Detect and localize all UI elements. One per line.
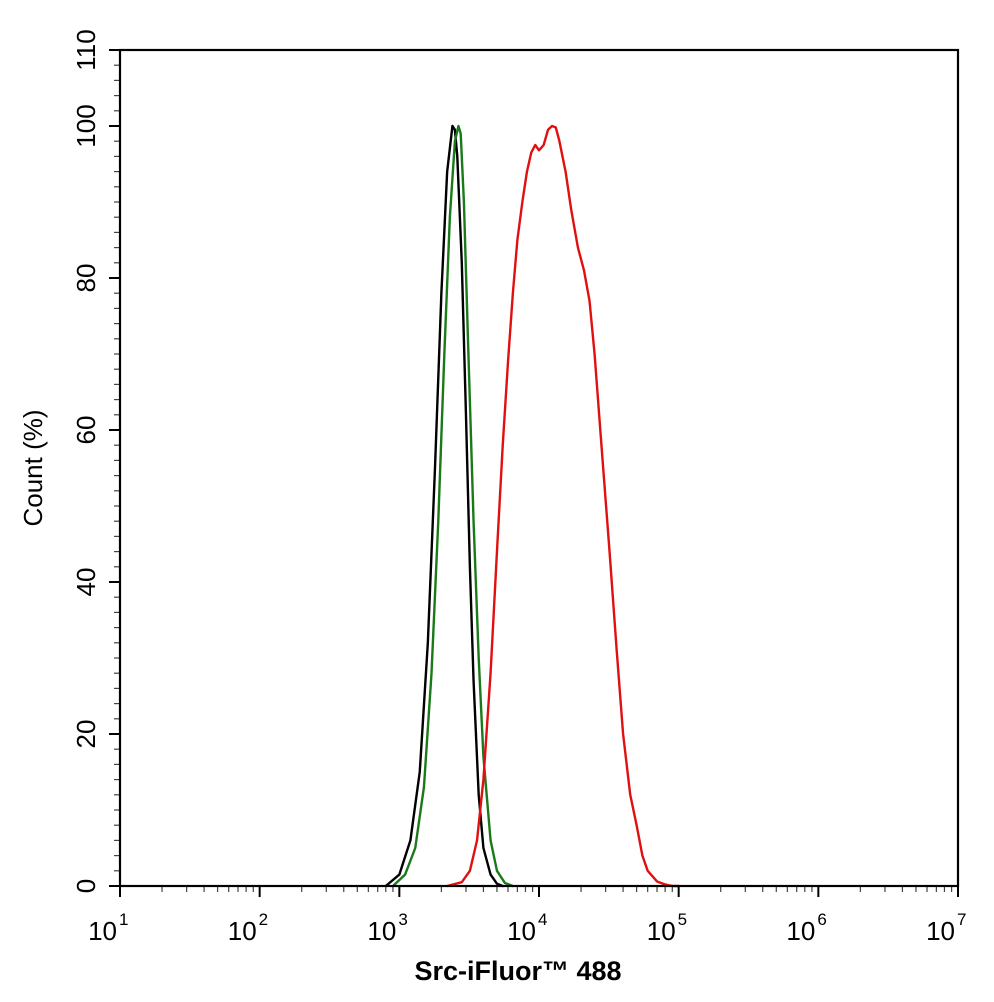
x-tick-label-base-7: 10 bbox=[926, 916, 955, 946]
x-tick-label-base-2: 10 bbox=[228, 916, 257, 946]
y-tick-label-4: 60 bbox=[71, 416, 101, 445]
series-layer bbox=[384, 124, 680, 888]
y-tick-label-2: 20 bbox=[71, 720, 101, 749]
x-tick-label-base-3: 10 bbox=[367, 916, 396, 946]
y-tick-label-6: 100 bbox=[71, 104, 101, 147]
x-tick-label-base-6: 10 bbox=[786, 916, 815, 946]
x-axis-title: Src-iFluor™ 488 bbox=[414, 956, 621, 986]
x-tick-label-exp-1: 1 bbox=[119, 910, 128, 929]
x-tick-label-exp-6: 6 bbox=[817, 910, 826, 929]
x-tick-label-exp-5: 5 bbox=[678, 910, 687, 929]
y-tick-labels: 0 20 40 60 80 100 110 bbox=[71, 29, 101, 893]
x-tick-label-base-1: 10 bbox=[88, 916, 117, 946]
y-tick-label-7: 110 bbox=[71, 29, 101, 70]
y-tick-label-3: 40 bbox=[71, 568, 101, 597]
y-axis-title: Count (%) bbox=[18, 409, 48, 526]
series-line-1 bbox=[384, 124, 504, 888]
x-tick-labels: 10 1 10 2 10 3 10 4 10 5 10 6 10 7 bbox=[88, 910, 966, 946]
series-line-2 bbox=[391, 124, 515, 888]
y-tick-label-1: 0 bbox=[71, 879, 101, 893]
plot-frame bbox=[118, 48, 960, 888]
x-tick-label-base-5: 10 bbox=[647, 916, 676, 946]
x-tick-label-exp-4: 4 bbox=[538, 910, 547, 929]
x-tick-label-exp-7: 7 bbox=[957, 910, 966, 929]
x-tick-label-exp-3: 3 bbox=[398, 910, 407, 929]
series-line-3 bbox=[445, 124, 680, 888]
x-tick-label-base-4: 10 bbox=[507, 916, 536, 946]
x-tick-label-exp-2: 2 bbox=[259, 910, 268, 929]
y-tick-label-5: 80 bbox=[71, 264, 101, 293]
